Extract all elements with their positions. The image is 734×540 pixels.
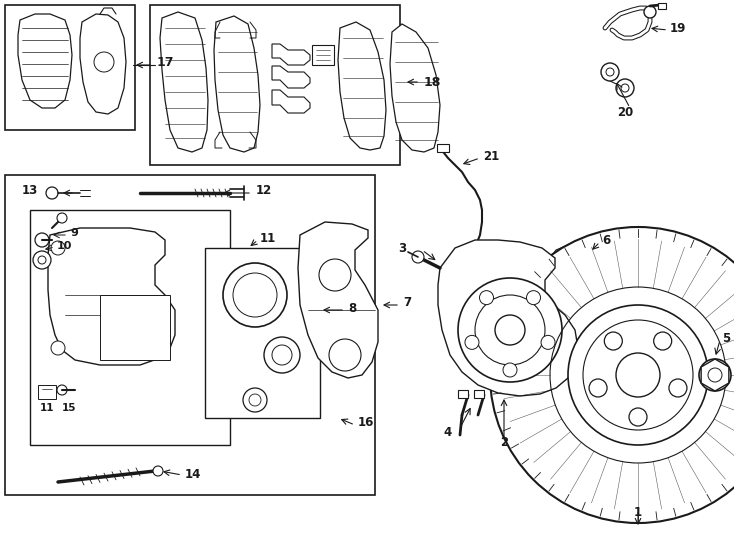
Circle shape xyxy=(272,345,292,365)
Circle shape xyxy=(38,256,46,264)
Polygon shape xyxy=(390,24,440,152)
Bar xyxy=(458,390,468,398)
Circle shape xyxy=(264,337,300,373)
Bar xyxy=(150,5,400,165)
Polygon shape xyxy=(272,90,310,113)
Text: 18: 18 xyxy=(424,76,441,89)
Text: 6: 6 xyxy=(602,233,610,246)
Circle shape xyxy=(568,305,708,445)
Circle shape xyxy=(541,335,555,349)
Circle shape xyxy=(616,353,660,397)
Polygon shape xyxy=(438,240,578,396)
Circle shape xyxy=(589,379,607,397)
Circle shape xyxy=(319,259,351,291)
Circle shape xyxy=(479,291,493,305)
Circle shape xyxy=(583,320,693,430)
Circle shape xyxy=(51,341,65,355)
Circle shape xyxy=(621,84,629,92)
Circle shape xyxy=(35,233,49,247)
Polygon shape xyxy=(48,228,175,365)
Circle shape xyxy=(458,278,562,382)
Bar xyxy=(437,144,449,152)
Circle shape xyxy=(616,79,634,97)
Bar xyxy=(474,390,484,398)
Polygon shape xyxy=(540,242,615,322)
Text: 3: 3 xyxy=(398,241,406,254)
Bar xyxy=(5,175,375,495)
Circle shape xyxy=(604,332,622,350)
Text: 15: 15 xyxy=(62,403,76,413)
Circle shape xyxy=(490,227,734,523)
Text: 9: 9 xyxy=(70,228,78,238)
Text: 8: 8 xyxy=(348,301,356,314)
Text: 5: 5 xyxy=(722,332,730,345)
Text: 19: 19 xyxy=(670,23,686,36)
Circle shape xyxy=(699,359,731,391)
Circle shape xyxy=(33,251,51,269)
Circle shape xyxy=(412,251,424,263)
Circle shape xyxy=(243,388,267,412)
Text: 16: 16 xyxy=(358,416,374,429)
Text: 1: 1 xyxy=(634,505,642,518)
Circle shape xyxy=(329,339,361,371)
Circle shape xyxy=(708,368,722,382)
Text: 2: 2 xyxy=(500,435,508,449)
Circle shape xyxy=(233,273,277,317)
Text: 17: 17 xyxy=(157,57,175,70)
Circle shape xyxy=(94,52,114,72)
Polygon shape xyxy=(18,14,72,108)
Bar xyxy=(38,385,56,399)
Text: 14: 14 xyxy=(185,468,201,481)
Circle shape xyxy=(475,295,545,365)
Text: 12: 12 xyxy=(256,185,272,198)
Circle shape xyxy=(503,363,517,377)
Circle shape xyxy=(629,408,647,426)
Text: 7: 7 xyxy=(403,296,411,309)
Polygon shape xyxy=(80,14,126,114)
Circle shape xyxy=(46,187,58,199)
Circle shape xyxy=(249,394,261,406)
Circle shape xyxy=(223,263,287,327)
Text: 20: 20 xyxy=(617,105,633,118)
Polygon shape xyxy=(272,44,310,65)
Circle shape xyxy=(495,315,525,345)
Text: 10: 10 xyxy=(57,241,73,251)
Bar xyxy=(658,3,666,9)
Polygon shape xyxy=(338,22,386,150)
Circle shape xyxy=(644,6,656,18)
Circle shape xyxy=(606,68,614,76)
Text: 13: 13 xyxy=(22,184,38,197)
Bar xyxy=(30,210,230,445)
Text: 21: 21 xyxy=(483,150,499,163)
Circle shape xyxy=(669,379,687,397)
Bar xyxy=(312,45,334,65)
Polygon shape xyxy=(214,16,260,152)
Circle shape xyxy=(51,241,65,255)
Text: 4: 4 xyxy=(444,426,452,438)
Circle shape xyxy=(57,385,67,395)
Circle shape xyxy=(654,332,672,350)
Circle shape xyxy=(526,291,540,305)
Bar xyxy=(205,248,320,418)
Circle shape xyxy=(601,63,619,81)
Bar xyxy=(542,328,552,336)
Bar xyxy=(100,295,170,360)
Circle shape xyxy=(548,255,608,315)
Circle shape xyxy=(153,466,163,476)
Polygon shape xyxy=(701,359,729,391)
Circle shape xyxy=(465,335,479,349)
Text: 11: 11 xyxy=(260,232,276,245)
Polygon shape xyxy=(298,222,378,378)
Text: 11: 11 xyxy=(40,403,54,413)
Polygon shape xyxy=(272,66,310,88)
Circle shape xyxy=(57,213,67,223)
Polygon shape xyxy=(160,12,208,152)
Bar xyxy=(5,5,135,130)
